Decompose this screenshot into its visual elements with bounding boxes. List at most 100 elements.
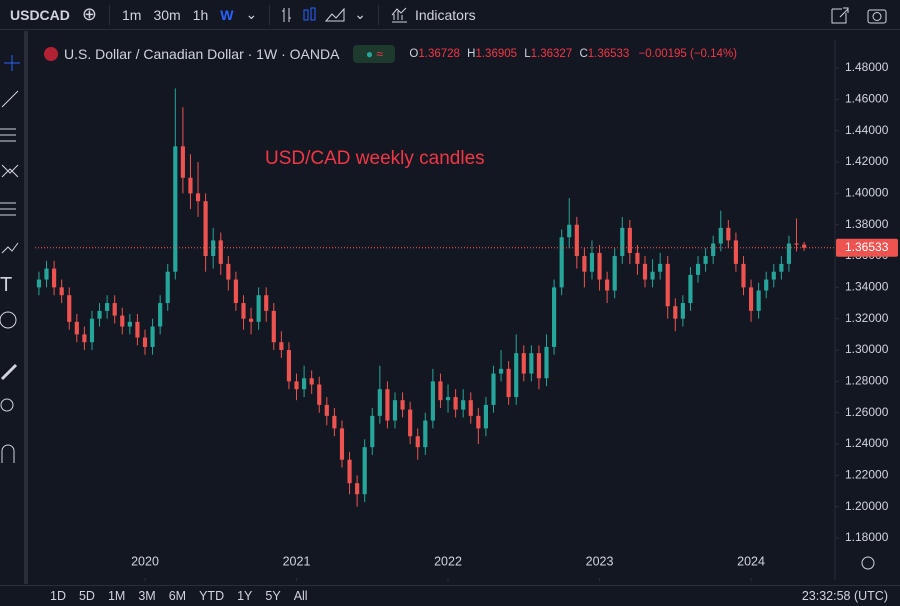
candle-body (779, 263, 784, 272)
ohlc-value: 1.36728 (418, 48, 460, 60)
candle-body (173, 146, 178, 272)
measure-tool[interactable] (0, 363, 18, 381)
fib-tool[interactable] (0, 128, 16, 142)
candle-body (271, 310, 276, 343)
separator (377, 4, 379, 25)
drawing-toolbar: T (0, 31, 28, 584)
flag-icon (44, 47, 58, 61)
crosshair-tool[interactable] (4, 55, 20, 71)
candle-body (211, 240, 216, 257)
settings-icon[interactable] (861, 556, 875, 570)
candle-body (589, 252, 595, 272)
candle-body (476, 415, 481, 429)
trendline-tool[interactable] (1, 90, 19, 108)
interval[interactable]: 1h (192, 6, 209, 23)
symbol[interactable]: USDCAD (10, 6, 70, 23)
candle-body (362, 447, 367, 495)
candle-body (642, 263, 648, 280)
add-symbol[interactable]: ⊕ (81, 4, 97, 24)
candle-body (438, 381, 443, 401)
y-tick-label: 1.18000 (845, 530, 889, 544)
candle-body (423, 420, 428, 448)
ohlc-value: 1.36905 (475, 48, 518, 60)
candle-body (559, 237, 564, 288)
brush-tool[interactable] (1, 242, 19, 254)
candle-body (430, 381, 435, 421)
candle-body (408, 409, 413, 437)
market-status[interactable]: ● ≈ (353, 45, 396, 63)
style-menu[interactable]: ⌄ (354, 6, 366, 22)
chart-legend: U.S. Dollar / Canadian Dollar · 1W · OAN… (44, 45, 737, 63)
range-button[interactable]: YTD (199, 589, 225, 603)
candle-body (620, 227, 625, 257)
candle-body (771, 271, 776, 280)
range-button[interactable]: 5Y (265, 589, 281, 603)
forecast-tool[interactable] (0, 202, 16, 216)
candle-body (718, 227, 723, 244)
y-tick-label: 1.32000 (845, 311, 889, 325)
range-button[interactable]: All (293, 589, 308, 603)
y-tick-label: 1.20000 (845, 499, 889, 513)
candle-body (339, 428, 345, 460)
candle-body (105, 303, 110, 311)
interval[interactable]: 30m (153, 6, 181, 23)
magnet-tool[interactable] (1, 444, 15, 463)
y-tick-label: 1.48000 (845, 60, 889, 74)
candle-body (680, 303, 685, 319)
range-button[interactable]: 5D (78, 589, 95, 603)
range-button[interactable]: 1M (107, 589, 126, 603)
candle-body (294, 381, 299, 390)
candle-body (302, 378, 307, 390)
ohlc-key: H (467, 48, 476, 60)
y-tick-label: 1.34000 (845, 280, 889, 294)
range-button[interactable]: 3M (138, 589, 156, 603)
candle-body (688, 274, 693, 304)
y-tick-label: 1.40000 (845, 186, 889, 200)
candle-body (794, 243, 799, 245)
candle-body (764, 279, 769, 291)
indicators-icon[interactable] (389, 5, 409, 25)
candle-body (36, 279, 42, 288)
x-tick-label: 2024 (737, 554, 765, 568)
interval-menu[interactable]: ⌄ (245, 6, 258, 22)
chart-style-icons[interactable] (280, 5, 350, 25)
candle-body (279, 342, 284, 351)
interval[interactable]: W (220, 6, 234, 23)
annotation: USD/CAD weekly candles (265, 148, 485, 169)
candle-body (112, 303, 117, 316)
candle-body (665, 263, 670, 307)
pattern-tool[interactable] (1, 164, 19, 178)
candle-body (127, 321, 132, 327)
separator (108, 4, 110, 25)
icon-tool[interactable] (0, 311, 17, 329)
range-button[interactable]: 1D (50, 589, 66, 603)
ohlc-values: O1.36728 H1.36905 L1.36327 C1.36533 −0.0… (405, 48, 737, 60)
candle-body (703, 256, 708, 264)
snapshot-icons[interactable] (830, 5, 890, 25)
candle-body (673, 306, 678, 319)
candle-body (377, 389, 382, 416)
candle-body (612, 256, 617, 291)
interval[interactable]: 1m (121, 6, 142, 23)
candle-body (445, 397, 451, 401)
zoom-tool[interactable] (0, 398, 14, 412)
candle-body (415, 436, 420, 448)
y-tick-label: 1.46000 (845, 92, 889, 106)
candle-body (529, 353, 534, 374)
range-button[interactable]: 1Y (237, 589, 253, 603)
candle-body (506, 368, 511, 398)
candle-body (165, 271, 170, 304)
candle-body (52, 268, 57, 288)
candle-body (203, 201, 208, 257)
indicators-button[interactable]: Indicators (414, 6, 476, 23)
candle-body (59, 287, 64, 296)
ohlc-value: 1.36533 (587, 48, 630, 60)
candle-body (491, 373, 496, 405)
range-button[interactable]: 6M (168, 589, 187, 603)
text-tool[interactable]: T (0, 274, 12, 296)
candle-body (44, 268, 49, 280)
candle-body (74, 321, 79, 335)
candle-body (733, 240, 738, 264)
candle-body (248, 318, 254, 322)
